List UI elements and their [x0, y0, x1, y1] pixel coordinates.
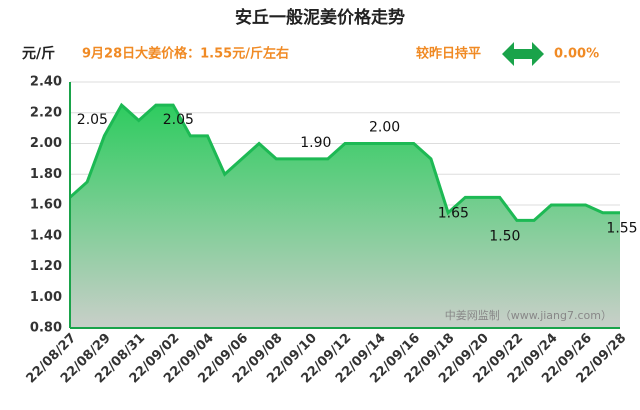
data-label: 1.55	[606, 221, 637, 237]
y-tick-label: 1.00	[30, 290, 62, 305]
watermark: 中姜网监制（www.jiang7.com）	[445, 308, 612, 322]
data-label: 1.65	[438, 205, 469, 221]
subtitle: 9月28日大姜价格：1.55元/斤左右	[82, 46, 289, 62]
change-label: 较昨日持平	[416, 46, 481, 62]
data-label: 2.05	[163, 112, 194, 128]
y-tick-label: 1.20	[30, 259, 62, 274]
data-label: 1.50	[489, 228, 520, 244]
y-tick-label: 1.60	[30, 198, 62, 213]
y-tick-label: 2.40	[30, 75, 62, 90]
line	[68, 102, 620, 222]
y-tick-label: 1.40	[30, 228, 62, 243]
unit: 元/斤	[22, 45, 55, 62]
data-label: 2.05	[77, 112, 108, 128]
y-tick-label: 2.00	[30, 136, 62, 151]
y-tick-label: 2.20	[30, 105, 62, 120]
y-tick-label: 1.80	[30, 167, 62, 182]
y-tick-label: 0.80	[30, 321, 62, 336]
area	[70, 105, 620, 328]
chart-title: 安丘一般泥姜价格走势	[235, 7, 405, 28]
data-label: 1.90	[300, 135, 331, 151]
data-label: 2.00	[369, 120, 400, 136]
flat-arrow-icon	[502, 42, 544, 66]
change-value: 0.00%	[554, 47, 599, 62]
